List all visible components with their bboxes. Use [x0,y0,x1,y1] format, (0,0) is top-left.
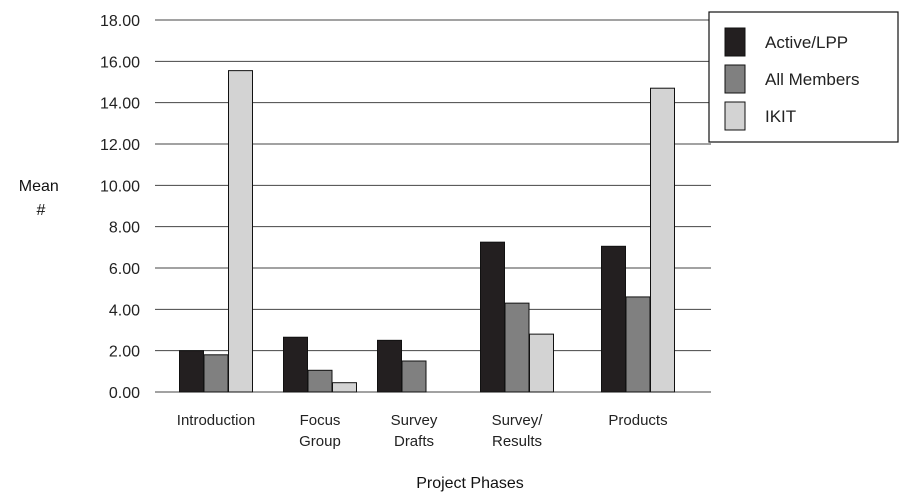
x-tick-label: Survey [391,412,438,429]
legend-swatch [724,27,746,57]
bar [401,360,427,393]
legend-label: IKIT [765,107,796,126]
x-tick-label: Introduction [177,412,255,429]
y-tick-label: 12.00 [100,137,140,154]
bar [307,369,333,393]
bar [504,302,530,393]
x-tick-label: Survey/ [492,412,544,429]
y-axis-title: Mean # [19,178,63,219]
x-tick-label: Results [492,433,542,450]
y-tick-label: 8.00 [109,220,140,237]
bar [283,336,308,393]
legend-label: Active/LPP [765,33,848,52]
x-tick-label: Products [608,412,667,429]
bar [228,70,253,393]
y-tick-label: 16.00 [100,54,140,71]
x-tick-label: Drafts [394,433,434,450]
y-tick-label: 14.00 [100,96,140,113]
bar [601,245,626,393]
y-axis-title-line-1: Mean [19,178,59,195]
x-tick-labels: Introduction Focus Group Survey Drafts Survey… [177,412,668,450]
bar [332,382,357,393]
bar [203,354,229,393]
bars [179,70,675,393]
legend-swatch [724,101,746,131]
y-tick-label: 10.00 [100,178,140,195]
bar [480,241,505,393]
legend: Active/LPP All Members IKIT [708,11,899,143]
y-tick-label: 6.00 [109,261,140,278]
x-axis-title: Project Phases [416,475,524,492]
y-tick-label: 2.00 [109,344,140,361]
bar [529,333,554,393]
bar [650,87,675,393]
x-tick-label: Focus [300,412,341,429]
y-tick-label: 4.00 [109,302,140,319]
y-axis-title-line-2: # [37,202,46,219]
x-tick-label: Group [299,433,341,450]
bar [179,350,204,393]
y-tick-label: 0.00 [109,385,140,402]
bar [625,296,651,393]
bar [377,339,402,393]
legend-label: All Members [765,70,859,89]
legend-swatch [724,64,746,94]
y-tick-label: 18.00 [100,13,140,30]
y-tick-labels: 0.00 2.00 4.00 6.00 8.00 10.00 12.00 14.00 16.00… [100,13,140,402]
